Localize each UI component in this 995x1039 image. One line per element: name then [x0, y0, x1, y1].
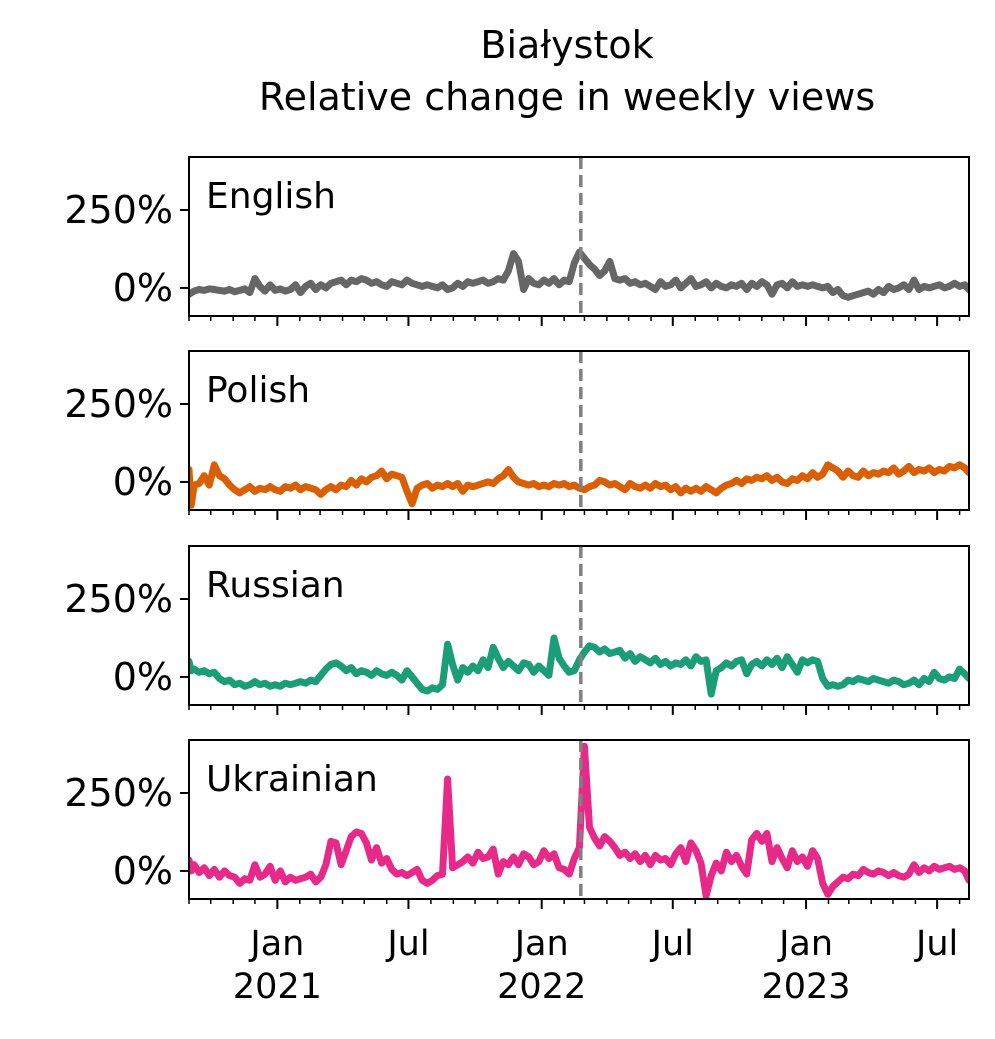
panel-ukrainian: 0% 250% Ukrainian [64, 739, 970, 909]
y-tick-label: 0% [113, 849, 173, 893]
series-line-russian [189, 634, 969, 698]
x-tick-label: Jan [513, 924, 569, 964]
y-tick-label: 250% [64, 188, 173, 232]
y-tick-label: 0% [113, 655, 173, 699]
chart-title: Białystok [480, 23, 653, 67]
x-tick-label: Jul [914, 924, 958, 964]
panel-polish: 0% 250% Polish [64, 350, 970, 520]
x-tick-label-year: 2021 [233, 967, 322, 1007]
y-tick-label: 250% [64, 382, 173, 426]
x-tick-label-year: 2022 [497, 967, 586, 1007]
panel-label-ukrainian: Ukrainian [206, 759, 378, 800]
x-tick-label: Jul [650, 924, 694, 964]
panel-label-english: English [206, 176, 336, 217]
panel-english: 0% 250% English [64, 156, 970, 326]
y-tick-label: 250% [64, 771, 173, 815]
series-line-english [189, 248, 969, 301]
panel-frame [188, 156, 970, 317]
panel-russian: 0% 250% Russian [64, 545, 970, 715]
panel-frame [188, 545, 970, 706]
chart-subtitle: Relative change in weekly views [259, 75, 875, 119]
panel-label-russian: Russian [206, 565, 345, 606]
panel-frame [188, 739, 970, 900]
x-tick-label: Jan [777, 924, 833, 964]
series-line-polish [189, 461, 969, 509]
y-tick-label: 0% [113, 460, 173, 504]
y-tick-label: 250% [64, 577, 173, 621]
series-line-ukrainian [189, 742, 969, 899]
panel-frame [188, 350, 970, 511]
x-tick-label-year: 2023 [762, 967, 851, 1007]
x-tick-label: Jan [248, 924, 304, 964]
panel-label-polish: Polish [206, 370, 310, 411]
y-tick-label: 0% [113, 266, 173, 310]
x-tick-label: Jul [385, 924, 429, 964]
